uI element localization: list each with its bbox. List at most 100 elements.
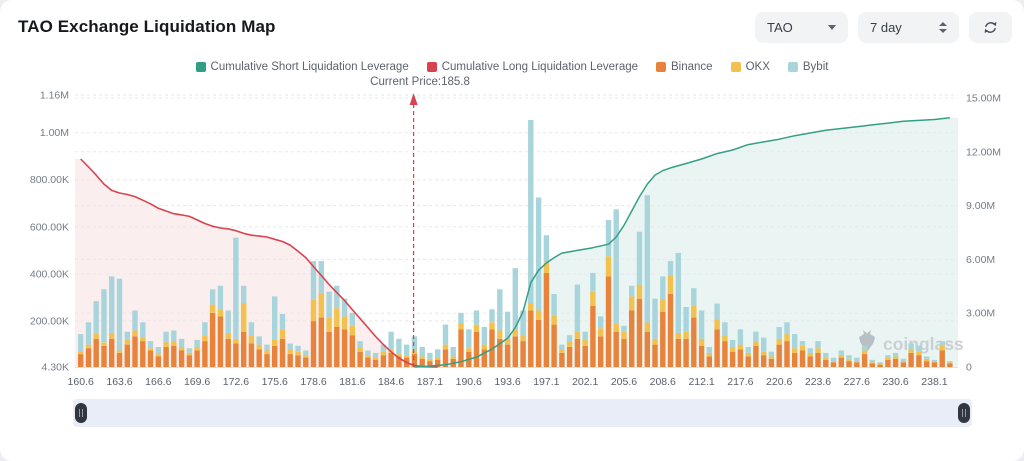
bar-segment-okx (877, 363, 883, 365)
liquidation-bars[interactable] (78, 119, 953, 367)
bar-segment-binance (435, 359, 441, 367)
bar-segment-bybit (209, 289, 216, 305)
bar-segment-okx (807, 352, 813, 357)
bar-segment-okx (504, 338, 511, 345)
legend-item-okx[interactable]: OKX (730, 61, 770, 73)
zoom-slider-track[interactable] (73, 399, 972, 427)
bar-segment-binance (877, 364, 883, 367)
bar-segment-bybit (582, 331, 588, 340)
bar-segment-bybit (85, 322, 92, 345)
refresh-button[interactable] (969, 11, 1012, 43)
bar-segment-bybit (481, 327, 487, 345)
right-axis-tick: 9.00M (966, 200, 995, 212)
bar-segment-okx (489, 322, 495, 330)
bar-segment-bybit (295, 345, 301, 352)
bar-segment-okx (372, 357, 379, 360)
bar-segment-binance (652, 344, 658, 367)
bar-segment-bybit (101, 289, 107, 343)
bar-segment-binance (815, 352, 821, 367)
bar-segment-binance (892, 358, 899, 367)
bar-segment-bybit (566, 335, 573, 342)
bar-segment-binance (171, 345, 177, 367)
bar-segment-okx (706, 352, 712, 357)
bar-segment-okx (675, 332, 681, 339)
bar-segment-binance (109, 338, 115, 367)
bar-segment-binance (838, 357, 844, 367)
bar-segment-okx (194, 347, 200, 351)
bar-segment-okx (233, 338, 239, 344)
bar-segment-binance (706, 356, 712, 367)
legend-item-cumulative-long-liquidation-leverage[interactable]: Cumulative Long Liquidation Leverage (426, 61, 638, 73)
bar-segment-bybit (326, 291, 332, 318)
legend-item-cumulative-short-liquidation-leverage[interactable]: Cumulative Short Liquidation Leverage (195, 61, 409, 73)
bar-segment-okx (473, 324, 480, 332)
bar-segment-okx (582, 339, 588, 346)
bar-segment-bybit (737, 329, 744, 345)
bar-segment-bybit (706, 347, 712, 353)
period-select[interactable]: 7 day (858, 11, 959, 43)
x-axis-tick: 202.1 (572, 376, 598, 388)
bar-segment-binance (256, 349, 262, 367)
bar-segment-binance (598, 336, 604, 367)
bar-segment-okx (310, 299, 317, 322)
bar-segment-okx (691, 305, 697, 318)
bar-segment-okx (768, 356, 775, 359)
bar-segment-binance (326, 331, 332, 367)
x-axis-tick: 175.6 (262, 376, 288, 388)
bar-segment-binance (504, 344, 511, 367)
bar-segment-bybit (621, 325, 627, 332)
bar-segment-okx (334, 308, 340, 327)
bar-segment-okx (497, 330, 503, 339)
bar-segment-bybit (435, 349, 441, 358)
bar-segment-okx (823, 357, 829, 360)
bar-segment-bybit (869, 359, 875, 363)
bar-segment-binance (155, 356, 161, 367)
bar-segment-binance (939, 350, 945, 367)
x-axis-tick: 220.6 (766, 376, 792, 388)
bar-segment-binance (303, 357, 309, 367)
bar-segment-binance (613, 331, 619, 367)
bar-segment-okx (939, 345, 945, 351)
coin-select[interactable]: TAO (755, 11, 848, 43)
coinglass-watermark: coinglass (859, 330, 964, 354)
bar-segment-bybit (93, 301, 99, 334)
bar-segment-bybit (815, 341, 821, 349)
bar-segment-bybit (807, 348, 813, 353)
bar-segment-bybit (535, 197, 542, 311)
legend-item-bybit[interactable]: Bybit (787, 61, 828, 73)
legend: Cumulative Short Liquidation Leverage Cum… (0, 61, 1024, 73)
bar-segment-binance (147, 350, 154, 367)
gridlines (75, 94, 958, 368)
bar-segment-bybit (939, 341, 945, 346)
bar-segment-binance (885, 359, 891, 367)
bar-segment-bybit (885, 355, 891, 358)
slider-handle-right[interactable] (958, 403, 970, 423)
slider-handle-left[interactable] (75, 403, 87, 423)
coinglass-watermark-text: coinglass (883, 334, 964, 354)
short-liquidation-area (414, 117, 958, 367)
bar-segment-binance (714, 329, 720, 367)
legend-item-binance[interactable]: Binance (656, 61, 713, 73)
bar-segment-bybit (388, 331, 394, 350)
bar-segment-binance (396, 356, 402, 367)
bar-segment-okx (869, 362, 875, 364)
bar-segment-bybit (279, 314, 286, 330)
bar-segment-binance (248, 343, 255, 367)
bar-segment-binance (807, 356, 813, 367)
bar-segment-bybit (675, 252, 681, 333)
bar-segment-bybit (660, 276, 666, 299)
bar-segment-okx (318, 294, 324, 318)
bar-segment-binance (768, 358, 775, 367)
bar-segment-bybit (132, 310, 138, 331)
bar-segment-okx (683, 331, 689, 339)
bar-segment-binance (279, 338, 286, 367)
bar-segment-binance (675, 338, 681, 367)
bar-segment-binance (753, 345, 759, 367)
bar-segment-okx (698, 338, 705, 346)
bar-segment-bybit (202, 322, 208, 336)
bar-segment-binance (178, 350, 185, 367)
bar-segment-binance (737, 349, 744, 367)
bar-segment-binance (605, 276, 612, 367)
x-axis-tick: 227.6 (844, 376, 870, 388)
bar-segment-okx (147, 348, 154, 351)
